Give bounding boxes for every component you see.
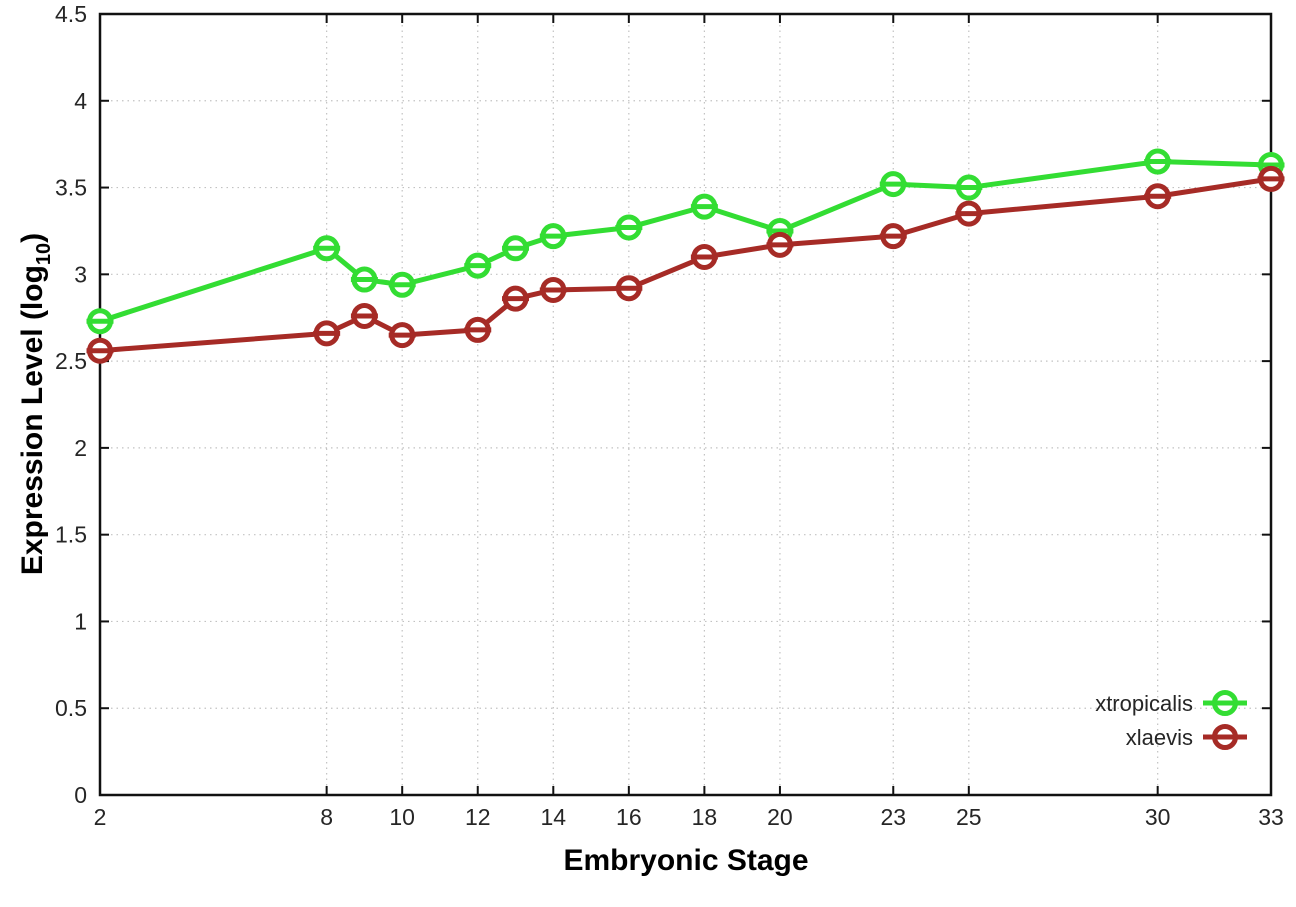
legend-label-xlaevis: xlaevis [1126, 725, 1193, 750]
y-tick-label: 1.5 [55, 522, 87, 548]
legend-label-xtropicalis: xtropicalis [1095, 691, 1193, 716]
y-tick-label: 4 [74, 88, 87, 114]
x-tick-label: 2 [94, 804, 107, 830]
y-tick-label: 4.5 [55, 1, 87, 27]
y-tick-label: 1 [74, 608, 87, 634]
y-axis-title-close: ) [16, 232, 49, 243]
x-tick-label: 16 [616, 804, 642, 830]
x-tick-label: 8 [320, 804, 333, 830]
x-tick-label: 10 [389, 804, 415, 830]
y-tick-label: 2 [74, 435, 87, 461]
x-tick-label: 14 [540, 804, 566, 830]
y-axis-title-text: Expression Level (log [16, 265, 49, 576]
x-tick-label: 12 [465, 804, 491, 830]
x-tick-label: 23 [880, 804, 906, 830]
x-tick-label: 25 [956, 804, 982, 830]
x-tick-label: 20 [767, 804, 793, 830]
y-tick-label: 2.5 [55, 348, 87, 374]
y-axis-title: Expression Level (log10) [16, 232, 55, 576]
y-axis-title-subscript: 10 [33, 242, 55, 266]
y-tick-label: 0 [74, 782, 87, 808]
x-axis-title: Embryonic Stage [563, 844, 809, 877]
x-tick-label: 18 [692, 804, 718, 830]
y-tick-label: 3 [74, 261, 87, 287]
x-tick-label: 30 [1145, 804, 1171, 830]
y-tick-label: 3.5 [55, 175, 87, 201]
axis-border [98, 12, 1273, 797]
x-tick-label: 33 [1258, 804, 1284, 830]
y-tick-label: 0.5 [55, 695, 87, 721]
